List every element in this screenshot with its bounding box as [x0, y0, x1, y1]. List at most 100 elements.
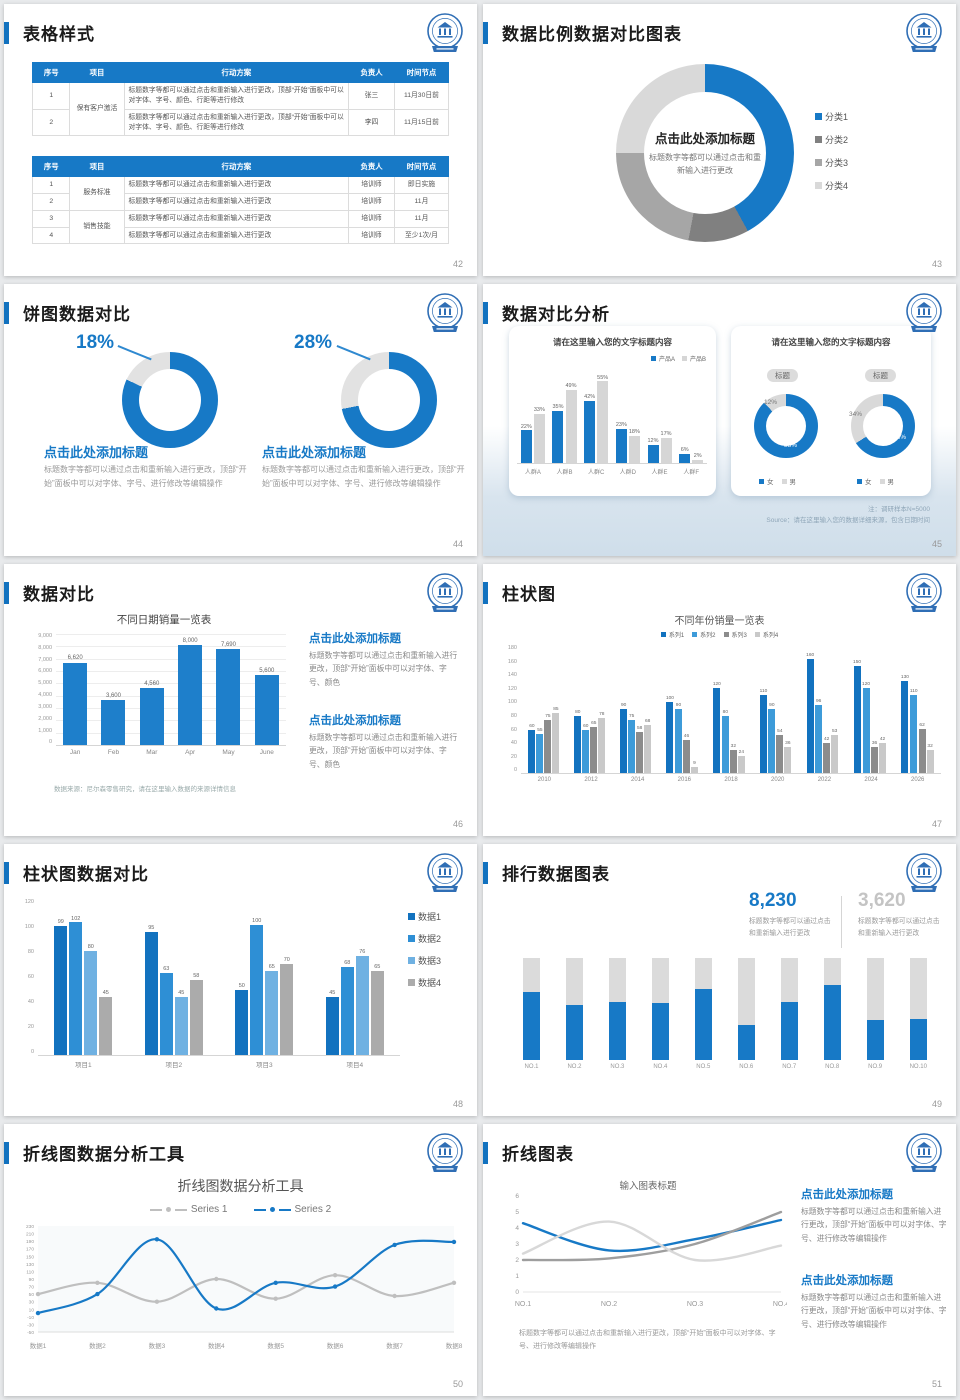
x-tick-label: NO.2 [567, 1064, 582, 1070]
slide-50-line-analysis[interactable]: 折线图数据分析工具 折线图数据分析工具 Series 1 Series 2 23… [4, 1124, 477, 1396]
bar-value-label: 46 [683, 734, 690, 740]
bar-rect [871, 747, 879, 773]
legend-swatch [815, 159, 822, 166]
cell-no: 3 [31, 209, 71, 228]
bar-value-label: 6% [680, 447, 689, 454]
donut-center-text: 点击此处添加标题 标题数字等都可以通过点击和重新输入进行更改 [646, 128, 764, 178]
chart-title: 输入图表标题 [619, 1181, 677, 1192]
bar: 99 [54, 919, 68, 1055]
bar: 130 [901, 675, 909, 773]
bar: 75 [544, 714, 552, 773]
legend-swatch [650, 356, 656, 361]
bar-rect [692, 460, 704, 463]
slide-44-pie-comparison[interactable]: 饼图数据对比 18% 点击此处添加标题 标题数字等都可以通过点击和重新输入进行更… [4, 284, 477, 556]
donut-label: 34% [849, 411, 863, 418]
rank-fill [608, 1001, 626, 1060]
plot-area: 6,620 3,600 4,560 8,000 7,690 5,600 Jan Feb Mar A… [56, 634, 286, 756]
svg-text:NO.2: NO.2 [601, 1301, 617, 1308]
bar-value-label: 23% [615, 422, 627, 429]
bar-value-label: 36 [871, 741, 878, 747]
slide-51-line-chart[interactable]: 折线图表 输入图表标题 6 5 4 3 2 1 0 NO.1 NO.2 NO.3 NO.4 标题数字… [483, 1124, 956, 1396]
cell-project: 销售技能 [69, 209, 125, 245]
bar-rect [644, 724, 652, 773]
y-tick-label: 4,000 [38, 692, 52, 699]
bar-group: 23% 18% [615, 422, 640, 463]
svg-text:数据5: 数据5 [267, 1341, 284, 1350]
bar-group: 6,620 [63, 655, 88, 745]
school-crest-logo [904, 852, 944, 898]
rank-column: NO.8 [823, 958, 841, 1082]
x-tick-label: 2024 [864, 777, 878, 783]
bar-value-label: 60 [583, 724, 589, 730]
slide-title: 排行数据图表 [502, 865, 610, 884]
bar-chart-card: 请在这里输入您的文字标题内容 产品A 产品B 22% 33% 35% 49% 42% 55%… [509, 326, 716, 496]
legend-swatch [759, 478, 764, 484]
crest-svg [906, 13, 942, 52]
slide-42-table-style[interactable]: 表格样式 序号 项目 行动方案 负责人 时间节点 1 保有客户激活 标题数字等都可以通过点击和… [4, 4, 477, 276]
cell-time: 11月30日前 [393, 82, 450, 110]
chart-title: 不同年份销量一览表 [674, 616, 765, 627]
line-chart: 230 210 190 170 150 130 110 90 70 50 30 10 -10 -30 -50… [12, 1222, 464, 1350]
legend-item: 分类1 [815, 110, 848, 123]
school-crest-logo [425, 572, 465, 618]
bar-rect [615, 428, 627, 463]
y-tick-label: 0 [513, 767, 517, 774]
legend-swatch [815, 136, 822, 143]
rank-column: NO.2 [565, 958, 583, 1082]
school-crest-logo [425, 852, 465, 898]
legend-swatch [723, 632, 729, 637]
bar-rect [815, 704, 823, 773]
x-tick-label: 项目1 [74, 1062, 92, 1069]
bar-group: 130 110 62 32 [901, 675, 934, 773]
bar-rect [636, 731, 644, 773]
rank-bar [694, 958, 712, 1060]
bar-group: 45 68 76 65 [325, 949, 384, 1055]
slide-48-column-comparison[interactable]: 柱状图数据对比 120 100 80 60 40 20 0 99 102 80 45 95 63 45 58… [4, 844, 477, 1116]
chart-footnote: 标题数字等都可以通过点击和重新输入进行更改，顶部“开始”面板中可以对字体、字号、… [519, 1330, 776, 1350]
donut-label: 88% [784, 442, 798, 449]
y-tick-label: 9,000 [38, 633, 52, 639]
title-accent-bar [4, 301, 9, 324]
svg-text:230: 230 [26, 1224, 34, 1230]
slide-46-data-comparison[interactable]: 数据对比 不同日期销量一览表 9,000 8,000 7,000 6,000 5,000… [4, 564, 477, 836]
gender-donut-left: 12% 88% [754, 394, 818, 458]
bar-rect [760, 694, 767, 773]
page-number: 51 [931, 1379, 942, 1389]
bar-value-label: 78 [599, 711, 605, 717]
slide-43-donut-proportion[interactable]: 数据比例数据对比图表 点击此处添加标题 标题数字等都可以通过点击和重新输入进行更… [483, 4, 956, 276]
bar-value-label: 7,690 [220, 641, 236, 648]
bar-rect [660, 437, 672, 463]
block-heading: 点击此处添加标题 [309, 715, 401, 727]
bar-rect [528, 730, 536, 773]
bar-rect [84, 951, 98, 1055]
bar: 78 [598, 711, 606, 773]
bar-value-label: 35% [552, 404, 564, 411]
slide-title-bar: 表格样式 [4, 20, 95, 45]
gender-legend: 女男 [857, 476, 894, 486]
svg-text:30: 30 [29, 1300, 35, 1306]
bar-value-label: 45 [178, 989, 185, 996]
footnote-source: Source：请在这里输入您的数据详细来源，包含日期时间 [766, 517, 930, 524]
rank-column: NO.3 [608, 958, 626, 1082]
slide-47-column-chart[interactable]: 柱状图 不同年份销量一览表 系列1 系列2 系列3 系列4 180 160 140 120 1… [483, 564, 956, 836]
slide-45-analysis-cards[interactable]: 数据对比分析 请在这里输入您的文字标题内容 产品A 产品B 22% 33% 35% 49… [483, 284, 956, 556]
slide-title: 数据对比分析 [502, 305, 610, 324]
gridline [56, 695, 286, 697]
x-tick-label: 人群D [619, 470, 637, 476]
column-header: 项目 [69, 62, 125, 83]
chart-title: 不同日期销量一览表 [116, 614, 212, 626]
cell-plan: 标题数字等都可以通过点击和重新输入进行更改，顶部“开始”面板中可以对字体、字号、… [123, 82, 350, 110]
x-tick-label: 2014 [631, 777, 645, 783]
bar: 110 [760, 689, 767, 773]
bar-rect [574, 716, 582, 773]
bar-value-label: 17% [660, 430, 672, 437]
legend-swatch [408, 935, 415, 942]
cell-project: 保有客户激活 [69, 81, 125, 137]
gridline [56, 646, 286, 648]
bar-value-label: 68 [344, 959, 351, 966]
legend-item: Series 2 [253, 1204, 331, 1215]
slide-49-ranking-chart[interactable]: 排行数据图表 8,230 标题数字等都可以通过点击和重新输入进行更改 3,620… [483, 844, 956, 1116]
rank-bar [866, 958, 884, 1060]
bar-rect [628, 436, 640, 463]
table-body: 1 保有客户激活 标题数字等都可以通过点击和重新输入进行更改，顶部“开始”面板中可以… [31, 81, 450, 137]
